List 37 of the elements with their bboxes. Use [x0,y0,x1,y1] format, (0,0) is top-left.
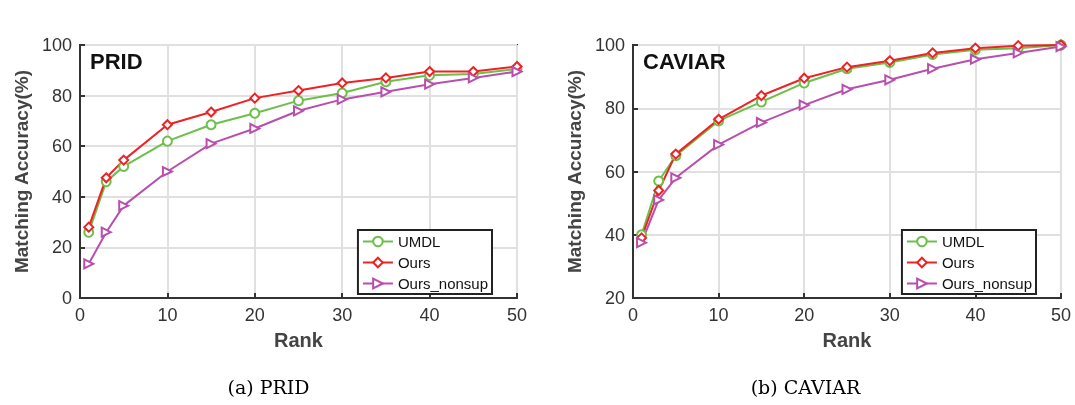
x-tick-label: 50 [506,305,528,325]
y-axis-title: Matching Accuracy(%) [11,69,33,274]
x-tick-label: 20 [794,305,815,325]
legend-label: Ours_nonsup [397,275,488,292]
y-axis-title: Matching Accuracy(%) [564,69,586,274]
legend-label: UMDL [397,233,441,250]
x-tick-label: 20 [244,305,265,325]
y-tick-label: 60 [51,136,72,157]
x-tick-label: 50 [1050,305,1071,325]
y-tick-label: 0 [61,288,72,308]
x-axis-title: Rank [822,329,873,351]
legend-label: Ours [397,254,431,271]
y-tick-label: 80 [51,85,72,106]
legend-label: UMDL [941,233,985,250]
x-tick-label: 40 [419,305,440,325]
x-tick-label: 10 [157,305,178,325]
legend-label: Ours [941,254,975,271]
y-tick-label: 20 [51,237,72,258]
x-tick-label: 0 [627,305,639,325]
x-tick-label: 30 [332,305,353,325]
text: (a) PRID [227,375,310,398]
y-tick-label: 40 [51,186,72,207]
annotation: PRID [90,48,143,74]
y-tick-label: 100 [41,35,72,55]
annotation: CAVIAR [643,48,726,74]
y-tick-label: 20 [604,288,625,308]
y-tick-label: 60 [604,161,625,182]
y-tick-label: 100 [594,35,625,55]
x-tick-label: 30 [879,305,900,325]
y-tick-label: 80 [604,98,625,119]
x-axis-title: Rank [274,329,324,351]
y-tick-label: 40 [604,224,625,245]
x-tick-label: 0 [74,305,86,325]
x-tick-label: 10 [708,305,729,325]
text: (b) CAVIAR [750,375,861,398]
legend-label: Ours_nonsup [941,275,1032,292]
x-tick-label: 40 [965,305,986,325]
